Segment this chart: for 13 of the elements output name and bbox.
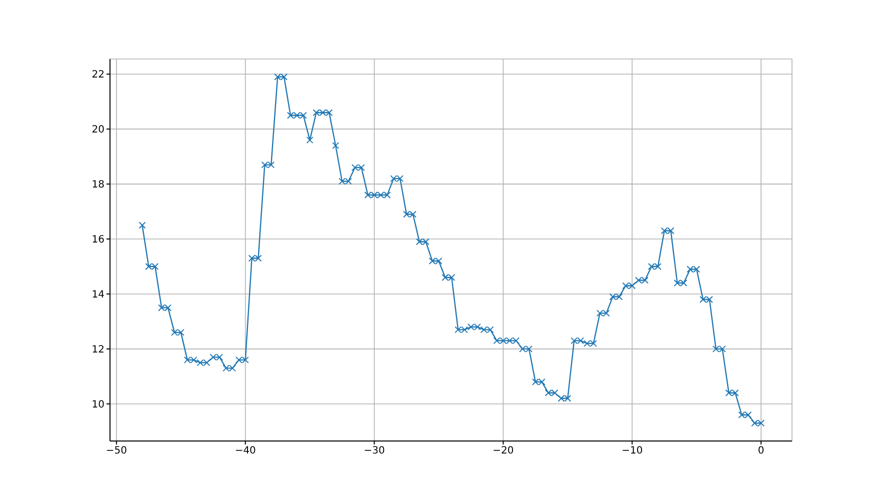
x-tick-label: −50 bbox=[106, 446, 127, 457]
x-tick-label: 0 bbox=[758, 446, 764, 457]
x-tick-label: −10 bbox=[622, 446, 643, 457]
x-tick-label: −20 bbox=[492, 446, 514, 457]
y-tick-label: 22 bbox=[92, 70, 104, 81]
x-tick-label: −30 bbox=[364, 446, 385, 457]
y-tick-label: 20 bbox=[92, 124, 104, 136]
x-tick-label: −40 bbox=[234, 446, 256, 457]
y-tick-label: 14 bbox=[92, 290, 104, 301]
y-tick-label: 18 bbox=[92, 180, 104, 191]
y-tick-label: 16 bbox=[92, 234, 104, 246]
y-tick-label: 10 bbox=[92, 399, 104, 410]
y-tick-label: 12 bbox=[92, 344, 104, 356]
